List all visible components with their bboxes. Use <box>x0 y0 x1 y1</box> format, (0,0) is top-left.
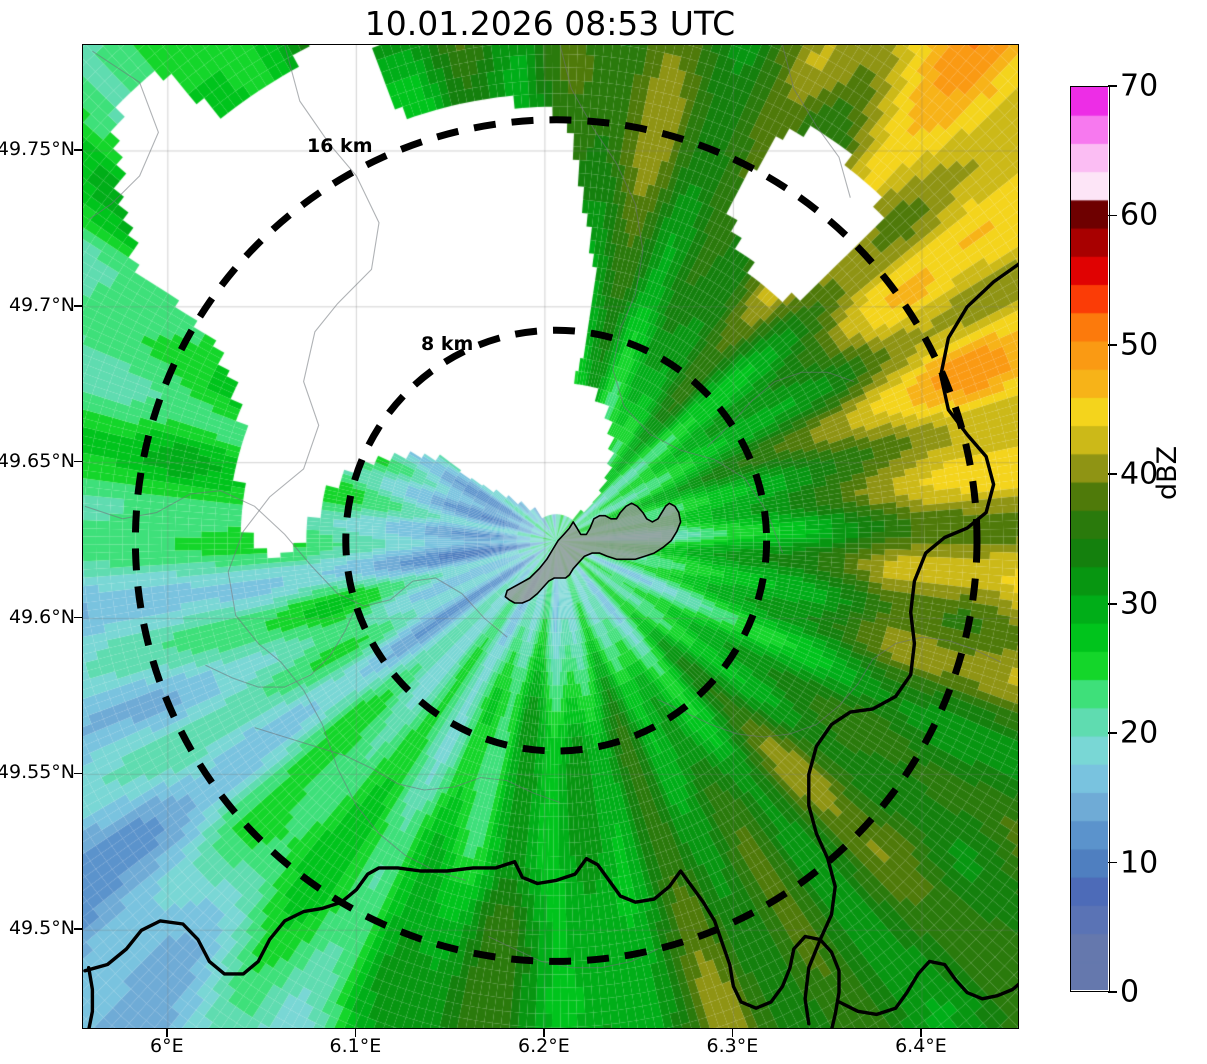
national-border-southeast <box>837 959 1018 1017</box>
thin-boundary-line-4 <box>84 490 508 638</box>
x-tick-mark <box>166 1029 168 1037</box>
y-tick-label: 49.5°N <box>8 917 75 940</box>
colorbar-tick-mark <box>1108 473 1117 476</box>
y-tick-mark <box>74 305 82 307</box>
y-tick-mark <box>74 616 82 619</box>
colorbar-tick-label: 10 <box>1120 845 1159 881</box>
x-tick-label: 6.3°E <box>706 1035 759 1057</box>
range-ring-label-8km: 8 km <box>421 333 474 355</box>
colorbar-tick-label: 0 <box>1120 974 1140 1010</box>
range-ring-label-16km: 16 km <box>307 135 373 157</box>
colorbar-tick-mark <box>1108 343 1117 346</box>
radar-reflectivity-image <box>83 45 1018 1028</box>
page-title: 10.01.2026 08:53 UTC <box>364 4 736 43</box>
y-tick-label: 49.65°N <box>0 449 75 472</box>
thin-boundary-line-1 <box>227 45 466 881</box>
colorbar-tick-mark <box>1108 732 1117 735</box>
thin-boundary-line-7 <box>657 636 1002 738</box>
colorbar-tick-mark <box>1108 85 1117 87</box>
y-tick-mark <box>74 460 82 463</box>
x-tick-mark <box>731 1029 734 1037</box>
x-tick-mark <box>543 1029 545 1037</box>
x-tick-mark <box>354 1029 357 1037</box>
range-ring-16km <box>131 116 981 965</box>
colorbar-tick-mark <box>1108 861 1117 864</box>
thin-boundary-line-2 <box>559 45 784 554</box>
colorbar-tick-label: 70 <box>1120 68 1159 104</box>
x-tick-mark <box>920 1029 922 1037</box>
x-tick-label: 6.4°E <box>895 1035 947 1057</box>
x-tick-label: 6.2°E <box>518 1035 570 1057</box>
x-tick-label: 6.1°E <box>329 1035 382 1057</box>
y-tick-label: 49.75°N <box>0 137 75 160</box>
colorbar-tick-label: 40 <box>1120 456 1159 492</box>
colorbar-tick-mark <box>1108 991 1117 993</box>
thin-boundary-line-8 <box>706 371 855 448</box>
x-tick-label: 6°E <box>150 1035 184 1057</box>
range-ring-8km <box>342 326 771 755</box>
colorbar-tick-label: 30 <box>1120 586 1159 622</box>
y-tick-label: 49.7°N <box>8 293 75 316</box>
colorbar-tick-label: 50 <box>1120 327 1159 363</box>
y-tick-label: 49.55°N <box>0 761 75 784</box>
thin-boundary-line-0 <box>88 50 159 221</box>
colorbar-gradient <box>1071 87 1108 990</box>
y-tick-label: 49.6°N <box>8 605 75 628</box>
thin-boundary-line-3 <box>781 45 851 198</box>
colorbar-tick-mark <box>1108 602 1117 605</box>
national-border-southwest <box>87 966 95 1028</box>
colorbar <box>1070 86 1110 992</box>
y-tick-mark <box>74 772 82 775</box>
national-border-east <box>803 262 1018 1026</box>
colorbar-axis-label: dBZ <box>1152 445 1183 500</box>
radar-plot-area: 16 km 8 km <box>82 44 1019 1029</box>
thin-boundary-line-6 <box>254 727 561 804</box>
thin-boundary-line-9 <box>488 936 659 969</box>
colorbar-tick-label: 20 <box>1120 715 1159 751</box>
thin-boundary-line-5 <box>205 605 357 688</box>
y-tick-mark <box>74 928 82 931</box>
colorbar-tick-mark <box>1108 214 1117 217</box>
colorbar-tick-label: 60 <box>1120 197 1159 233</box>
lake-polygon <box>504 502 682 604</box>
y-tick-mark <box>74 149 82 151</box>
national-border-south <box>83 856 841 1028</box>
map-overlay <box>83 45 1018 1028</box>
